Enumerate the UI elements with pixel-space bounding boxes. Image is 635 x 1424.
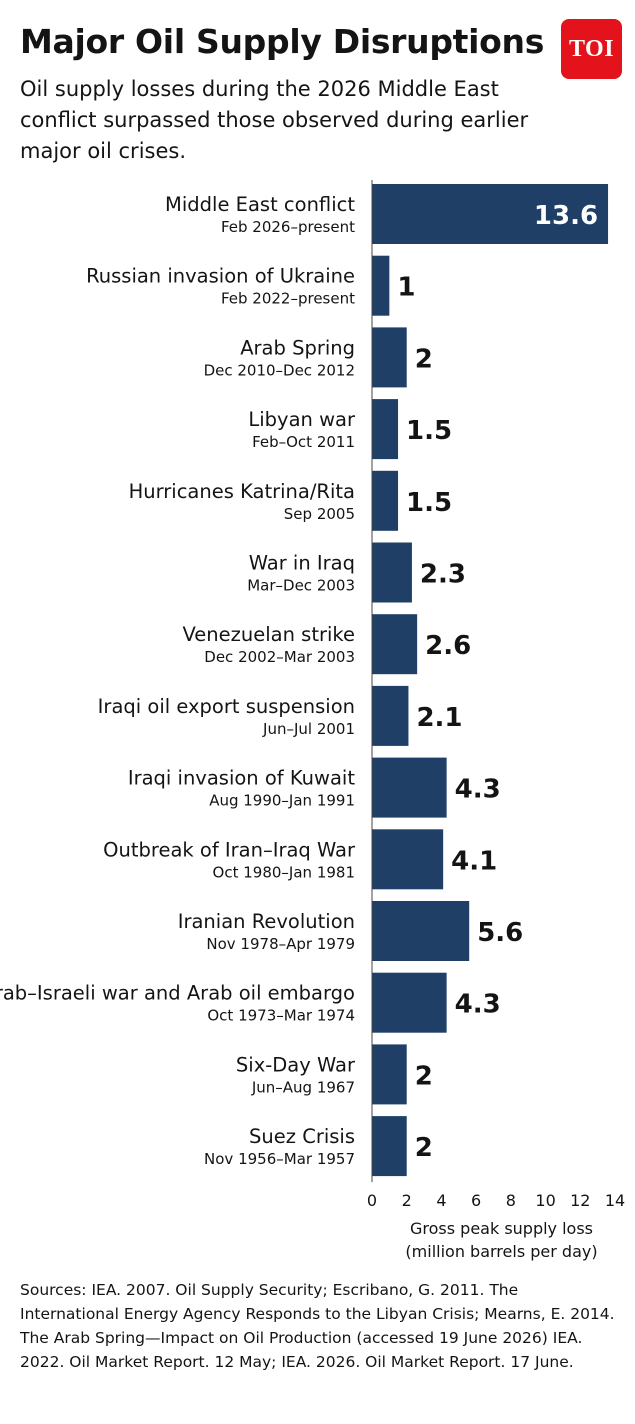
period-label: Dec 2010–Dec 2012 <box>204 361 355 379</box>
page-subtitle: Oil supply losses during the 2026 Middle… <box>20 77 529 163</box>
period-label: Jun–Aug 1967 <box>251 1078 355 1096</box>
period-label: Sep 2005 <box>284 505 355 523</box>
bar <box>372 1044 407 1105</box>
page-title: Major Oil Supply Disruptions <box>20 22 545 61</box>
category-label: Iraqi oil export suspension <box>98 695 355 718</box>
bar <box>372 1116 407 1177</box>
x-tick-label: 14 <box>605 1191 625 1210</box>
bar <box>372 542 412 603</box>
toi-logo: TOI <box>561 19 622 79</box>
bar <box>372 184 609 244</box>
category-label: Libyan war <box>248 408 356 431</box>
bar <box>372 470 399 531</box>
sources-note: Sources: IEA. 2007. Oil Supply Security;… <box>20 1281 615 1371</box>
period-label: Feb 2022–present <box>221 290 355 308</box>
category-label: War in Iraq <box>249 552 355 575</box>
bar <box>372 327 407 388</box>
period-label: Dec 2002–Mar 2003 <box>204 648 355 666</box>
value-label: 2.1 <box>416 703 462 733</box>
value-label: 4.3 <box>455 990 501 1020</box>
value-label: 2.3 <box>420 560 466 590</box>
bar <box>372 685 409 746</box>
period-label: Aug 1990–Jan 1991 <box>209 792 355 810</box>
period-label: Nov 1978–Apr 1979 <box>206 935 355 953</box>
value-label: 1 <box>397 273 415 303</box>
x-tick-label: 0 <box>367 1191 377 1210</box>
logo-text: TOI <box>568 35 615 62</box>
x-tick-label: 4 <box>436 1191 446 1210</box>
category-label: Venezuelan strike <box>182 623 355 646</box>
bar <box>372 757 447 818</box>
category-label: Six-Day War <box>236 1053 356 1076</box>
bar <box>372 972 447 1033</box>
x-tick-label: 10 <box>535 1191 555 1210</box>
category-label: Arab–Israeli war and Arab oil embargo <box>0 982 355 1005</box>
period-label: Mar–Dec 2003 <box>247 577 355 595</box>
period-label: Oct 1973–Mar 1974 <box>207 1007 355 1025</box>
category-label: Outbreak of Iran–Iraq War <box>103 838 356 861</box>
value-label: 4.1 <box>451 846 497 876</box>
value-label: 13.6 <box>534 201 598 231</box>
period-label: Feb 2026–present <box>221 218 355 236</box>
x-axis-label: Gross peak supply loss <box>410 1219 593 1238</box>
value-label: 2 <box>415 1061 433 1091</box>
bar <box>372 901 470 961</box>
x-tick-label: 12 <box>570 1191 590 1210</box>
period-label: Nov 1956–Mar 1957 <box>204 1150 355 1168</box>
bar-chart: Middle East conflict Feb 2026–present 13.6… <box>0 180 625 1261</box>
period-label: Feb–Oct 2011 <box>252 433 355 451</box>
category-label: Iraqi invasion of Kuwait <box>128 767 356 790</box>
category-label: Hurricanes Katrina/Rita <box>129 480 355 503</box>
bar <box>372 255 390 316</box>
value-label: 2 <box>415 344 433 374</box>
value-label: 4.3 <box>455 775 501 805</box>
category-label: Iranian Revolution <box>178 910 355 933</box>
x-tick-label: 8 <box>506 1191 516 1210</box>
value-label: 2.6 <box>425 631 471 661</box>
category-label: Russian invasion of Ukraine <box>86 265 355 288</box>
period-label: Oct 1980–Jan 1981 <box>213 863 355 881</box>
bar <box>372 614 418 675</box>
bar <box>372 829 444 890</box>
value-label: 2 <box>415 1133 433 1163</box>
value-label: 1.5 <box>406 488 452 518</box>
period-label: Jun–Jul 2001 <box>262 720 355 738</box>
category-label: Middle East conflict <box>165 193 355 216</box>
value-label: 5.6 <box>477 918 523 948</box>
value-label: 1.5 <box>406 416 452 446</box>
category-label: Suez Crisis <box>249 1125 355 1148</box>
x-axis-label-units: (million barrels per day) <box>405 1242 597 1261</box>
bar <box>372 399 399 460</box>
x-tick-label: 6 <box>471 1191 481 1210</box>
x-tick-label: 2 <box>402 1191 412 1210</box>
category-label: Arab Spring <box>240 336 355 359</box>
